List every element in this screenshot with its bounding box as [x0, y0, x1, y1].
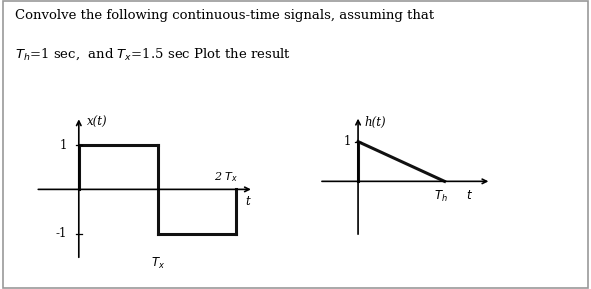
- Text: t: t: [246, 195, 251, 208]
- Text: x(t): x(t): [87, 116, 108, 129]
- Text: $t$: $t$: [466, 188, 473, 201]
- Text: h(t): h(t): [364, 116, 386, 129]
- Text: 1: 1: [60, 139, 67, 152]
- Text: 1: 1: [344, 135, 351, 148]
- Text: Convolve the following continuous-time signals, assuming that: Convolve the following continuous-time s…: [15, 9, 434, 22]
- Text: $T_h$: $T_h$: [434, 188, 448, 203]
- Text: -1: -1: [56, 227, 67, 240]
- Text: $T_h$=1 sec,  and $T_x$=1.5 sec Plot the result: $T_h$=1 sec, and $T_x$=1.5 sec Plot the …: [15, 46, 291, 62]
- Text: 2 $T_x$: 2 $T_x$: [215, 170, 238, 184]
- Text: $T_x$: $T_x$: [151, 256, 165, 271]
